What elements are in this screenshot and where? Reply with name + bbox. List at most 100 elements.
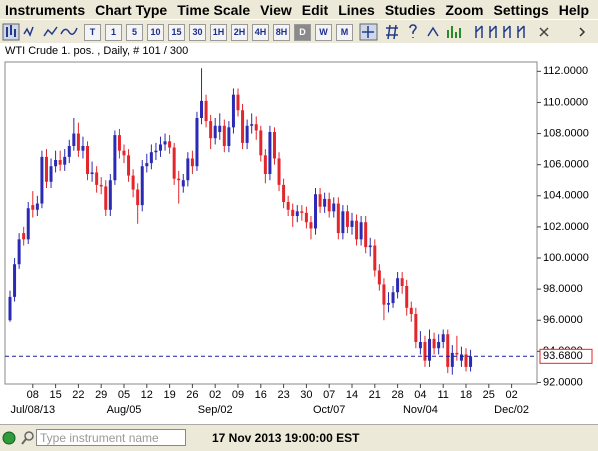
candle-body (35, 203, 39, 210)
x-tick-label: 02 (505, 389, 517, 401)
menu-item[interactable]: Chart Type (95, 2, 168, 18)
menu-item[interactable]: View (260, 2, 292, 18)
month-tick-label: Aug/05 (107, 404, 142, 416)
candle-body (272, 132, 276, 159)
candle-body (259, 130, 263, 156)
candle-body (149, 152, 153, 164)
candle-body (99, 184, 103, 187)
candle-body (446, 334, 450, 367)
timeframe-button[interactable]: 8H (273, 24, 290, 41)
candle-body (131, 175, 135, 190)
candle-body (63, 156, 67, 165)
menu-item[interactable]: Edit (301, 2, 329, 18)
candle-body (227, 127, 231, 146)
candle-body (437, 342, 441, 349)
candle-body (113, 135, 117, 181)
y-tick-label: 102.0000 (543, 221, 589, 233)
menu-item[interactable]: Settings (493, 2, 549, 18)
x-tick-label: 09 (232, 389, 244, 401)
candle-body (190, 158, 194, 167)
y-tick-label: 100.0000 (543, 252, 589, 264)
candle-body (95, 172, 99, 185)
candle-body (391, 292, 395, 304)
candle-body (231, 94, 235, 128)
candle-body (423, 342, 427, 361)
timeframe-button[interactable]: 15 (168, 24, 185, 41)
y-tick-label: 92.0000 (543, 376, 583, 388)
candle-body (277, 158, 281, 185)
timeframe-button[interactable]: 2H (231, 24, 248, 41)
instrument-search[interactable]: Type instrument name (36, 429, 186, 446)
x-tick-label: 12 (141, 389, 153, 401)
y-tick-label: 110.0000 (543, 96, 588, 108)
candle-body (90, 172, 94, 174)
timeframe-button[interactable]: W (315, 24, 332, 41)
candle-body (282, 184, 286, 202)
candle-body (414, 314, 418, 342)
candle-body (13, 264, 17, 297)
candle-body (72, 133, 76, 146)
candle-body (455, 352, 459, 355)
menu-item[interactable]: Lines (338, 2, 375, 18)
candle-body (441, 334, 445, 342)
candle-body (263, 155, 267, 174)
candle-body (450, 352, 454, 367)
candle-body (314, 194, 318, 229)
candle-body (245, 125, 249, 143)
timeframe-button[interactable]: 5 (126, 24, 143, 41)
candle-body (386, 303, 390, 305)
candle-body (469, 356, 473, 367)
month-tick-label: Jul/08/13 (10, 404, 55, 416)
timeframe-button[interactable]: 1H (210, 24, 227, 41)
menu-item[interactable]: Instruments (5, 2, 86, 18)
x-tick-label: 29 (95, 389, 107, 401)
candle-body (127, 155, 131, 176)
timeframe-button[interactable]: M (336, 24, 353, 41)
candle-body (364, 222, 368, 248)
candle-body (418, 342, 422, 349)
candle-body (177, 178, 181, 181)
candle-body (236, 94, 240, 111)
candle-body (26, 208, 30, 240)
y-tick-label: 112.0000 (543, 65, 588, 77)
chart: WTI Crude 1. pos. , Daily, # 101 / 300 9… (4, 45, 593, 416)
menu-item[interactable]: Studies (384, 2, 436, 18)
month-tick-label: Oct/07 (313, 404, 345, 416)
timeframe-button[interactable]: 10 (147, 24, 164, 41)
chart-panel: WTI Crude 1. pos. , Daily, # 101 / 300 9… (0, 43, 598, 424)
candle-body (67, 146, 71, 157)
timeframe-button[interactable]: 30 (189, 24, 206, 41)
y-tick-label: 104.0000 (543, 190, 589, 202)
candle-body (209, 121, 213, 139)
candle-body (213, 125, 217, 139)
y-tick-label: 106.0000 (543, 159, 589, 171)
candle-body (31, 205, 35, 210)
candle-body (200, 100, 204, 118)
menu-item[interactable]: Zoom (445, 2, 484, 18)
candle-body (218, 125, 222, 132)
menu-item[interactable]: Time Scale (177, 2, 251, 18)
timeframe-button[interactable]: 1 (105, 24, 122, 41)
candle-body (464, 354, 468, 367)
candle-body (300, 211, 304, 213)
x-tick-label: 22 (72, 389, 84, 401)
x-tick-label: 28 (391, 389, 403, 401)
candle-body (158, 144, 162, 151)
candle-body (76, 133, 80, 151)
status-icons (2, 431, 34, 445)
timeframe-button[interactable]: T (84, 24, 101, 41)
candle-body (355, 220, 359, 240)
last-price-label: 93.6800 (543, 350, 583, 362)
x-tick-label: 30 (300, 389, 312, 401)
candle-body (163, 141, 167, 145)
candle-body (204, 100, 208, 122)
y-tick-label: 96.0000 (543, 314, 583, 326)
candle-body (405, 286, 409, 308)
menu-item[interactable]: Help (558, 2, 590, 18)
timeframe-button[interactable]: 4H (252, 24, 269, 41)
candle-body (17, 239, 21, 265)
candle-body (377, 270, 381, 285)
candle-body (428, 338, 432, 361)
timeframe-button[interactable]: D (294, 24, 311, 41)
y-tick-label: 98.0000 (543, 283, 583, 295)
